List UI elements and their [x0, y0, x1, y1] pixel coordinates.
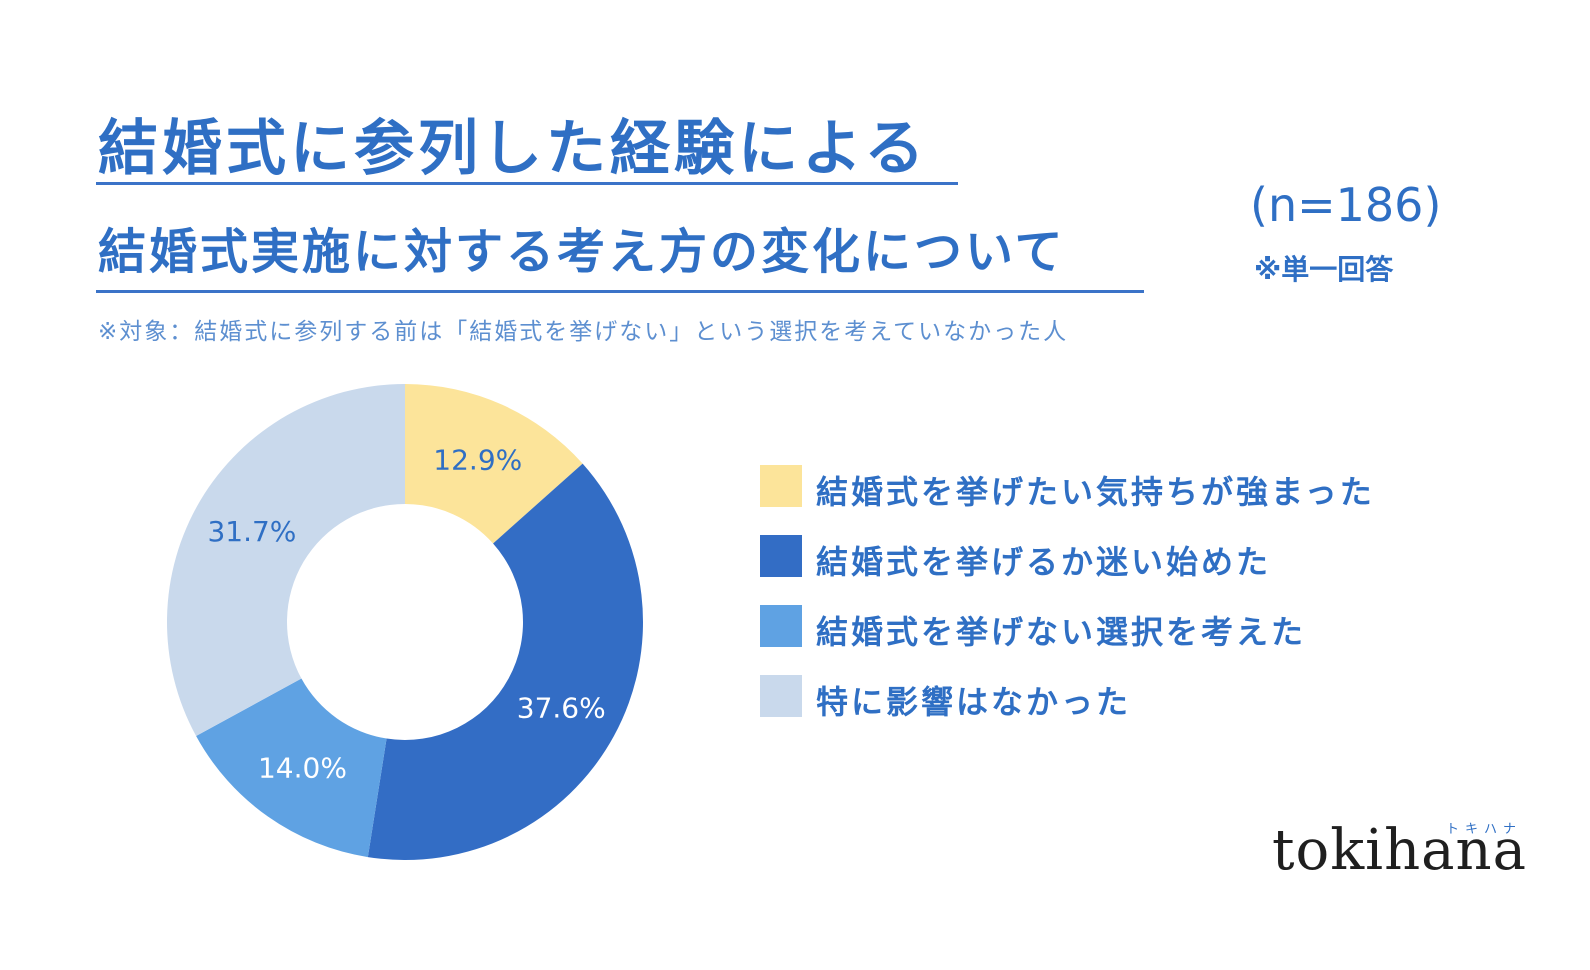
- donut-slices: [166, 384, 643, 860]
- value-label-considered-not: 14.0%: [258, 751, 347, 784]
- slice-no-effect: [166, 384, 405, 737]
- answer-type-note: ※単一回答: [1254, 253, 1394, 286]
- title-underline-1: [96, 182, 958, 185]
- legend-swatch-yellow: [760, 465, 802, 507]
- brand-logo: tokihana: [1272, 818, 1527, 883]
- slice-considered-not: [196, 678, 387, 858]
- sample-size: (n=186): [1250, 178, 1442, 232]
- legend-label: 結婚式を挙げない選択を考えた: [816, 613, 1307, 651]
- brand-logo-kana: トキハナ: [1446, 822, 1523, 837]
- legend-item-hesitant: 結婚式を挙げるか迷い始めた: [760, 535, 1400, 581]
- title-underline-2: [96, 290, 1144, 293]
- legend-item-considered-not: 結婚式を挙げない選択を考えた: [760, 605, 1400, 651]
- value-label-hesitant: 37.6%: [517, 691, 606, 724]
- slice-hesitant: [367, 463, 643, 860]
- legend-label: 結婚式を挙げるか迷い始めた: [816, 543, 1272, 581]
- chart-title-line2: 結婚式実施に対する考え方の変化について: [98, 224, 1066, 280]
- legend-item-no-effect: 特に影響はなかった: [760, 675, 1400, 721]
- legend-swatch-light-blue: [760, 675, 802, 717]
- legend-swatch-blue: [760, 605, 802, 647]
- slice-strengthened: [405, 384, 583, 544]
- donut-value-labels: 12.9% 37.6% 14.0% 31.7%: [207, 444, 605, 785]
- value-label-no-effect: 31.7%: [207, 515, 296, 548]
- chart-title-line1: 結婚式に参列した経験による: [98, 114, 929, 184]
- legend-label: 特に影響はなかった: [816, 683, 1132, 721]
- legend-label: 結婚式を挙げたい気持ちが強まった: [816, 473, 1375, 511]
- value-label-strengthened: 12.9%: [433, 444, 522, 477]
- legend-item-strengthened: 結婚式を挙げたい気持ちが強まった: [760, 465, 1400, 511]
- legend-swatch-dark-blue: [760, 535, 802, 577]
- target-note: ※対象：結婚式に参列する前は「結婚式を挙げない」という選択を考えていなかった人: [98, 319, 1069, 345]
